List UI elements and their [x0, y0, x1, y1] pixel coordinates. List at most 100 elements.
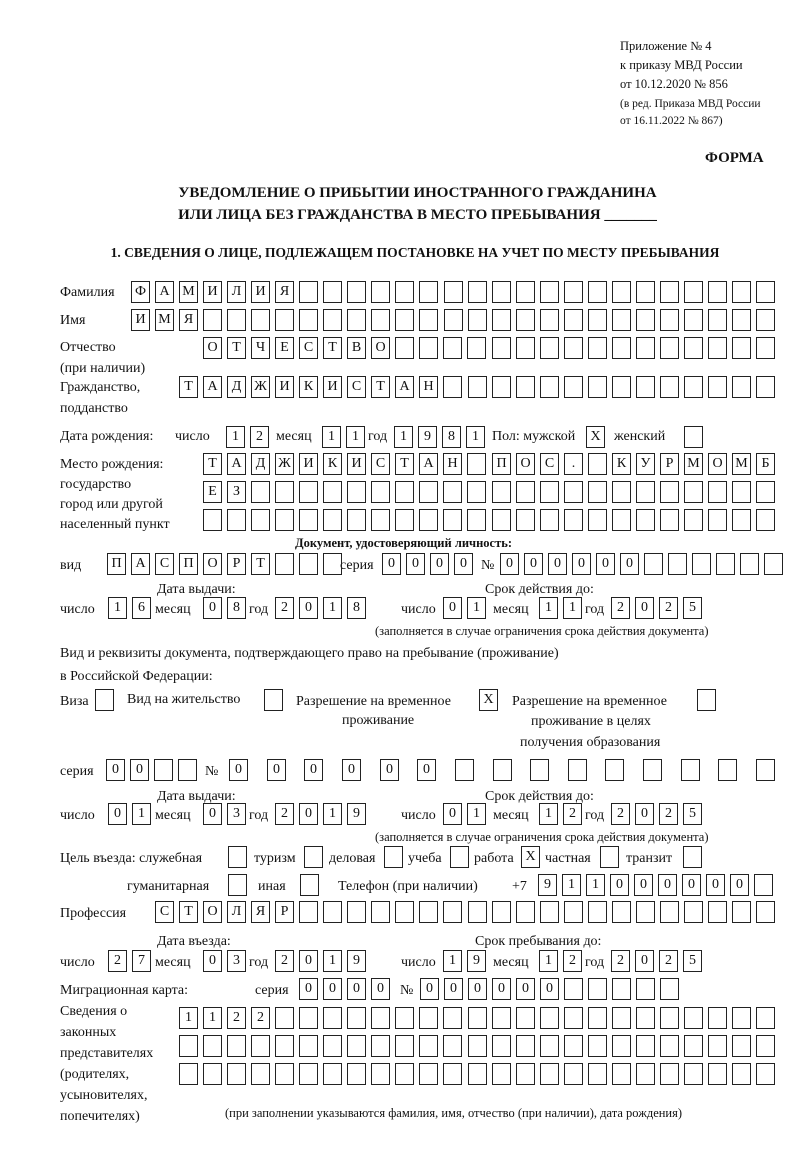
field-reps-2-cell[interactable] [588, 1035, 607, 1057]
field-citizenship-cell[interactable] [588, 376, 607, 398]
field-right-issue-day-cell[interactable]: 0 [108, 803, 127, 825]
field-right-number-cell[interactable] [681, 759, 700, 781]
field-doc-valid-day-cell[interactable]: 1 [467, 597, 486, 619]
field-name-cell[interactable]: М [155, 309, 174, 331]
field-right-valid-month-cell[interactable]: 2 [563, 803, 582, 825]
field-stay-month-cell[interactable]: 2 [563, 950, 582, 972]
field-profession-cell[interactable]: О [203, 901, 222, 923]
field-citizenship-cell[interactable]: Т [179, 376, 198, 398]
field-mig-number-cell[interactable] [612, 978, 631, 1000]
field-doc-number-cell[interactable] [668, 553, 687, 575]
field-birthplace-1-cell[interactable]: С [371, 453, 390, 475]
field-surname-cell[interactable] [588, 281, 607, 303]
field-reps-1-cell[interactable] [564, 1007, 583, 1029]
field-citizenship-cell[interactable] [443, 376, 462, 398]
field-right-number-cell[interactable] [605, 759, 624, 781]
field-profession-cell[interactable] [395, 901, 414, 923]
field-surname-cell[interactable] [756, 281, 775, 303]
field-stay-month-cell[interactable]: 1 [539, 950, 558, 972]
field-reps-2-cell[interactable] [492, 1035, 511, 1057]
field-right-number-cell[interactable]: 0 [417, 759, 436, 781]
field-doc-kind-cell[interactable] [275, 553, 294, 575]
field-reps-2-cell[interactable] [251, 1035, 270, 1057]
field-citizenship-cell[interactable] [660, 376, 679, 398]
field-reps-2-cell[interactable] [732, 1035, 751, 1057]
field-mig-number-cell[interactable]: 0 [540, 978, 559, 1000]
field-surname-cell[interactable] [564, 281, 583, 303]
field-birthplace-3-cell[interactable] [564, 509, 583, 531]
field-reps-1-cell[interactable] [347, 1007, 366, 1029]
field-doc-series-cell[interactable]: 0 [430, 553, 449, 575]
field-entry-month-cell[interactable]: 3 [227, 950, 246, 972]
field-phone-cell[interactable]: 0 [682, 874, 701, 896]
field-citizenship-cell[interactable]: И [323, 376, 342, 398]
field-citizenship-cell[interactable]: Ж [251, 376, 270, 398]
field-patronymic-cell[interactable] [708, 337, 727, 359]
field-dob-year-cell[interactable]: 9 [418, 426, 437, 448]
field-reps-2-cell[interactable] [395, 1035, 414, 1057]
field-name-cell[interactable] [444, 309, 463, 331]
field-birthplace-2-cell[interactable] [756, 481, 775, 503]
field-purpose-private-cell[interactable] [600, 846, 619, 868]
field-name-cell[interactable] [732, 309, 751, 331]
field-dob-month-cell[interactable]: 1 [346, 426, 365, 448]
field-name-cell[interactable] [540, 309, 559, 331]
field-patronymic-cell[interactable] [540, 337, 559, 359]
field-birthplace-1-cell[interactable] [467, 453, 486, 475]
field-birthplace-2-cell[interactable] [323, 481, 342, 503]
field-reps-3-cell[interactable] [660, 1063, 679, 1085]
field-birthplace-1-cell[interactable]: С [540, 453, 559, 475]
field-phone-cell[interactable]: 1 [562, 874, 581, 896]
field-patronymic-cell[interactable] [636, 337, 655, 359]
field-profession-cell[interactable]: Л [227, 901, 246, 923]
field-citizenship-cell[interactable] [708, 376, 727, 398]
field-doc-kind-cell[interactable]: С [155, 553, 174, 575]
field-name-cell[interactable] [227, 309, 246, 331]
field-doc-valid-year-cell[interactable]: 5 [683, 597, 702, 619]
field-birthplace-1-cell[interactable]: Т [395, 453, 414, 475]
field-profession-cell[interactable]: Р [275, 901, 294, 923]
field-doc-series-cell[interactable]: 0 [406, 553, 425, 575]
field-doc-series-cell[interactable]: 0 [382, 553, 401, 575]
field-doc-kind-cell[interactable]: П [179, 553, 198, 575]
field-entry-month-cell[interactable]: 0 [203, 950, 222, 972]
field-reps-1-cell[interactable] [612, 1007, 631, 1029]
field-reps-3-cell[interactable] [732, 1063, 751, 1085]
field-surname-cell[interactable] [540, 281, 559, 303]
field-reps-3-cell[interactable] [492, 1063, 511, 1085]
field-reps-3-cell[interactable] [299, 1063, 318, 1085]
field-surname-cell[interactable] [516, 281, 535, 303]
field-surname-cell[interactable] [419, 281, 438, 303]
field-citizenship-cell[interactable]: А [203, 376, 222, 398]
field-doc-kind-cell[interactable] [299, 553, 318, 575]
field-birthplace-3-cell[interactable] [347, 509, 366, 531]
field-name-cell[interactable] [660, 309, 679, 331]
field-phone-cell[interactable]: 0 [634, 874, 653, 896]
field-birthplace-1-cell[interactable]: Ж [275, 453, 294, 475]
field-reps-1-cell[interactable] [636, 1007, 655, 1029]
field-citizenship-cell[interactable] [732, 376, 751, 398]
field-surname-cell[interactable]: Я [275, 281, 294, 303]
field-entry-day-cell[interactable]: 2 [108, 950, 127, 972]
field-reps-3-cell[interactable] [588, 1063, 607, 1085]
field-purpose-transit-cell[interactable] [683, 846, 702, 868]
field-birthplace-2-cell[interactable] [516, 481, 535, 503]
field-phone-cell[interactable]: 9 [538, 874, 557, 896]
field-birthplace-3-cell[interactable] [299, 509, 318, 531]
field-reps-1-cell[interactable] [756, 1007, 775, 1029]
field-surname-cell[interactable] [371, 281, 390, 303]
field-reps-3-cell[interactable] [756, 1063, 775, 1085]
field-reps-2-cell[interactable] [636, 1035, 655, 1057]
field-reps-1-cell[interactable] [732, 1007, 751, 1029]
field-reps-3-cell[interactable] [612, 1063, 631, 1085]
field-birthplace-1-cell[interactable]: Д [251, 453, 270, 475]
field-doc-valid-month-cell[interactable]: 1 [563, 597, 582, 619]
field-profession-cell[interactable] [347, 901, 366, 923]
field-birthplace-3-cell[interactable] [516, 509, 535, 531]
field-doc-number-cell[interactable]: 0 [572, 553, 591, 575]
field-patronymic-cell[interactable]: Т [227, 337, 246, 359]
field-mig-number-cell[interactable]: 0 [420, 978, 439, 1000]
field-mig-number-cell[interactable]: 0 [468, 978, 487, 1000]
field-right-issue-year-cell[interactable]: 2 [275, 803, 294, 825]
field-birthplace-3-cell[interactable] [660, 509, 679, 531]
